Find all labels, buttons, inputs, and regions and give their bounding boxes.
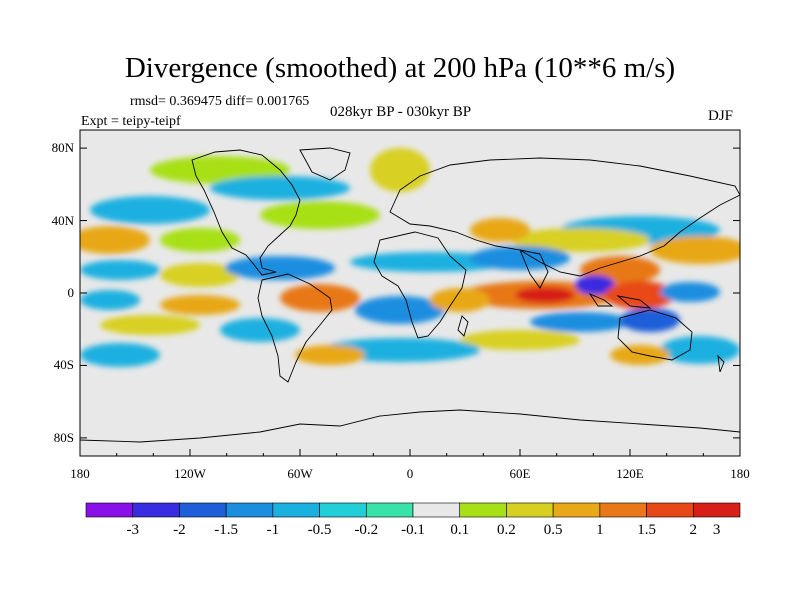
eurasia-coast [389, 157, 740, 277]
colorbar-swatch [506, 502, 554, 518]
field-blob [620, 308, 680, 332]
colorbar-swatch [272, 502, 320, 518]
experiment-label: Expt = teipy-teipf [81, 114, 181, 129]
field-blob [575, 275, 615, 295]
x-tick-label: 180 [70, 466, 90, 481]
y-tick-label: 80S [53, 429, 74, 445]
africa-coast [373, 231, 467, 339]
field-blob [430, 288, 490, 312]
field-blob [220, 318, 300, 342]
field-blob [80, 290, 140, 310]
field-blob [80, 343, 160, 367]
new-zealand-coast [717, 354, 725, 373]
field-blob [660, 282, 720, 302]
field-blob [160, 228, 240, 252]
field-blob [100, 315, 200, 335]
colorbar-label: 2 [689, 522, 698, 538]
colorbar-swatch [132, 502, 180, 518]
field-blob [225, 256, 335, 280]
season-label: DJF [708, 108, 734, 124]
axis-ticks [79, 147, 741, 456]
australia-coast [617, 309, 693, 361]
x-tick-label: 180 [730, 466, 750, 481]
x-tick-label: 0 [406, 466, 414, 481]
field-blob [660, 336, 740, 364]
field-blob [210, 176, 350, 200]
field-blob [510, 228, 650, 252]
india-coast [519, 249, 549, 289]
x-tick-label: 60E [509, 466, 531, 481]
field-blob [350, 252, 510, 272]
colorbar-swatch [552, 502, 601, 518]
y-tick-label: 40N [51, 212, 74, 228]
colorbar-swatch [412, 502, 461, 518]
colorbar-label: -3 [126, 522, 139, 538]
field-blob [370, 148, 430, 192]
south-america-coast [257, 273, 333, 383]
field-blob [295, 345, 365, 365]
field-blob [610, 345, 670, 365]
y-tick-label: 0 [67, 285, 75, 300]
chart-title: Divergence (smoothed) at 200 hPa (10**6 … [124, 52, 676, 84]
north-america-coast [191, 149, 301, 276]
colorbar-label: -2 [173, 522, 186, 538]
field-blob [80, 226, 150, 254]
colorbar-label: 3 [712, 522, 721, 538]
y-tick-label: 40S [53, 357, 74, 373]
colorbar-swatch [225, 502, 274, 518]
colorbar-label: -1 [266, 522, 280, 538]
period-label: 028kyr BP - 030kyr BP [330, 104, 472, 120]
field-blob [160, 295, 240, 315]
colorbar [85, 502, 741, 518]
x-tick-label: 120W [174, 466, 206, 481]
stats-label: rmsd= 0.369475 diff= 0.001765 [130, 94, 310, 109]
field-blob [355, 296, 445, 324]
y-tick-label: 80N [51, 140, 74, 156]
x-tick-label: 60W [287, 466, 313, 481]
field-blob [605, 281, 675, 309]
colorbar-label: -0.1 [401, 522, 425, 538]
field-blob [280, 284, 360, 312]
field-blob [650, 236, 740, 264]
colorbar-swatch [459, 502, 507, 518]
colorbar-label: -0.5 [307, 522, 332, 538]
colorbar-label: -0.2 [354, 522, 379, 538]
field-blob [460, 330, 580, 350]
x-tick-label: 120E [616, 466, 644, 481]
greenland-coast [299, 147, 351, 181]
indonesia-coast [588, 292, 652, 309]
colorbar-label: 1 [596, 522, 604, 538]
colorbar-label: 0.5 [543, 522, 563, 538]
field-blob [160, 263, 240, 287]
field-blob [260, 201, 380, 229]
field-blob [80, 260, 160, 280]
colorbar-label: 0.1 [450, 522, 470, 538]
colorbar-swatch [646, 502, 694, 518]
colorbar-swatch [319, 502, 367, 518]
colorbar-swatch [692, 502, 741, 518]
colorbar-swatch [179, 502, 227, 518]
field-blob [470, 218, 530, 242]
antarctica-coast [80, 409, 740, 443]
madagascar-coast [457, 315, 469, 337]
colorbar-label: 0.2 [497, 522, 516, 538]
colorbar-label: -1.5 [214, 522, 239, 538]
coastlines [80, 147, 740, 443]
field-blob [90, 196, 210, 224]
divergence-field [80, 148, 740, 367]
colorbar-swatch [85, 502, 134, 518]
field-blob [530, 312, 630, 332]
colorbar-swatch [365, 502, 414, 518]
colorbar-label: 1.5 [637, 522, 656, 538]
field-blob [515, 287, 575, 303]
colorbar-swatch [599, 502, 647, 518]
